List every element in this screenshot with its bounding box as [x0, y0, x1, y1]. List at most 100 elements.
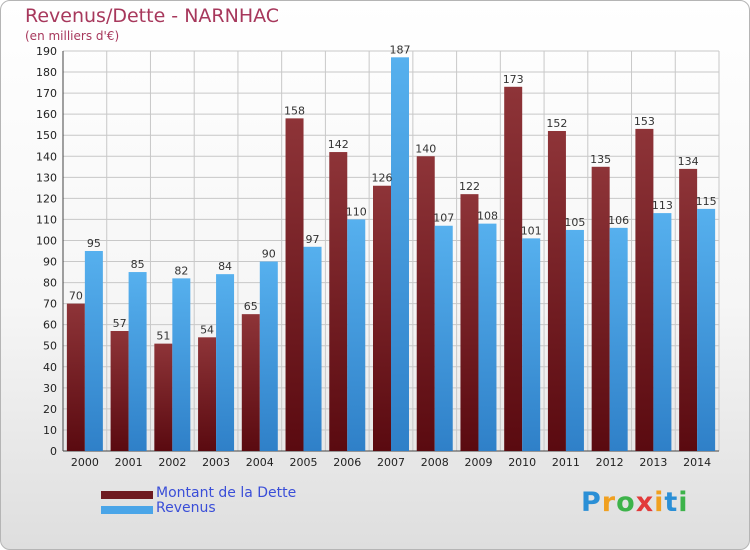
value-label: 134 — [678, 155, 699, 168]
chart-title: Revenus/Dette - NARNHAC — [25, 5, 280, 27]
legend-swatch-revenus — [101, 506, 153, 514]
bar-debt — [504, 86, 523, 451]
bar-revenus — [347, 219, 366, 451]
x-tick-label: 2012 — [596, 456, 624, 469]
logo-letter: x — [635, 487, 655, 518]
logo-letter: i — [654, 487, 665, 518]
y-tick-label: 90 — [43, 256, 57, 269]
bar-revenus — [128, 272, 147, 451]
value-label: 90 — [262, 248, 276, 261]
logo-letter: o — [616, 487, 636, 518]
legend-label-debt: Montant de la Dette — [156, 485, 297, 501]
y-tick-label: 0 — [50, 445, 57, 458]
y-tick-label: 100 — [36, 234, 57, 247]
y-tick-label: 140 — [36, 150, 57, 163]
y-tick-label: 50 — [43, 340, 57, 353]
y-tick-label: 190 — [36, 45, 57, 58]
bar-debt — [635, 128, 654, 451]
bar-debt — [285, 118, 304, 452]
value-label: 65 — [244, 300, 258, 313]
x-tick-label: 2011 — [552, 456, 580, 469]
value-label: 158 — [284, 104, 305, 117]
x-tick-label: 2013 — [639, 456, 667, 469]
y-tick-label: 160 — [36, 108, 57, 121]
y-tick-label: 150 — [36, 129, 57, 142]
value-label: 108 — [477, 210, 498, 223]
logo-letter: i — [678, 487, 689, 518]
y-tick-label: 70 — [43, 298, 57, 311]
value-label: 54 — [200, 323, 214, 336]
y-tick-label: 10 — [43, 424, 57, 437]
bar-revenus — [697, 208, 716, 451]
y-tick-label: 40 — [43, 361, 57, 374]
x-tick-label: 2006 — [333, 456, 361, 469]
bar-revenus — [391, 57, 409, 451]
bar-revenus — [434, 225, 453, 451]
value-label: 126 — [372, 172, 393, 185]
x-tick-label: 2004 — [246, 456, 274, 469]
y-tick-label: 180 — [36, 66, 57, 79]
bar-revenus — [172, 278, 191, 451]
x-tick-label: 2009 — [464, 456, 492, 469]
value-label: 85 — [131, 258, 145, 271]
bar-debt — [460, 194, 479, 451]
x-tick-label: 2007 — [377, 456, 405, 469]
value-label: 113 — [652, 199, 673, 212]
x-tick-label: 2002 — [158, 456, 186, 469]
value-label: 84 — [218, 260, 232, 273]
bar-revenus — [216, 274, 235, 451]
value-label: 57 — [113, 317, 127, 330]
bar-debt — [591, 166, 610, 451]
bar-revenus — [522, 238, 541, 451]
y-tick-label: 60 — [43, 319, 57, 332]
y-tick-label: 130 — [36, 171, 57, 184]
legend-swatch-debt — [101, 491, 153, 499]
value-label: 110 — [346, 205, 367, 218]
value-label: 135 — [590, 153, 611, 166]
bar-chart: 0 10 20 30 40 50 60 70 80 90 100 110 120 130 140 150 160… — [36, 43, 720, 469]
bar-debt — [373, 185, 391, 451]
value-label: 105 — [564, 216, 585, 229]
y-tick-label: 110 — [36, 213, 57, 226]
bar-revenus — [84, 251, 103, 451]
bar-revenus — [653, 213, 672, 451]
value-label: 97 — [306, 233, 320, 246]
y-tick-label: 80 — [43, 277, 57, 290]
bar-debt — [241, 314, 260, 451]
value-label: 142 — [328, 138, 349, 151]
value-label: 107 — [433, 212, 454, 225]
y-tick-label: 170 — [36, 87, 57, 100]
bar-debt — [110, 331, 129, 451]
value-label: 187 — [390, 43, 411, 56]
bar-revenus — [565, 229, 584, 451]
logo-letter: r — [601, 487, 617, 518]
value-label: 106 — [608, 214, 629, 227]
logo-letter: t — [664, 487, 679, 518]
bar-revenus — [478, 223, 497, 451]
bar-revenus — [303, 246, 322, 451]
value-label: 82 — [174, 264, 188, 277]
legend-label-revenus: Revenus — [156, 500, 216, 516]
value-label: 70 — [69, 290, 83, 303]
value-label: 101 — [521, 224, 542, 237]
value-label: 115 — [696, 195, 717, 208]
x-tick-label: 2014 — [683, 456, 711, 469]
value-label: 152 — [546, 117, 567, 130]
y-tick-label: 30 — [43, 382, 57, 395]
bar-debt — [154, 343, 173, 451]
x-tick-label: 2003 — [202, 456, 230, 469]
bar-debt — [416, 156, 435, 451]
value-label: 140 — [415, 142, 436, 155]
bar-revenus — [259, 261, 278, 451]
x-tick-label: 2000 — [71, 456, 99, 469]
bar-debt — [679, 168, 698, 452]
bar-debt — [198, 337, 217, 451]
value-label: 153 — [634, 115, 655, 128]
y-tick-label: 20 — [43, 403, 57, 416]
x-tick-label: 2010 — [508, 456, 536, 469]
bar-debt — [329, 152, 348, 452]
value-label: 51 — [156, 330, 170, 343]
x-tick-label: 2008 — [421, 456, 449, 469]
value-label: 173 — [503, 73, 524, 86]
